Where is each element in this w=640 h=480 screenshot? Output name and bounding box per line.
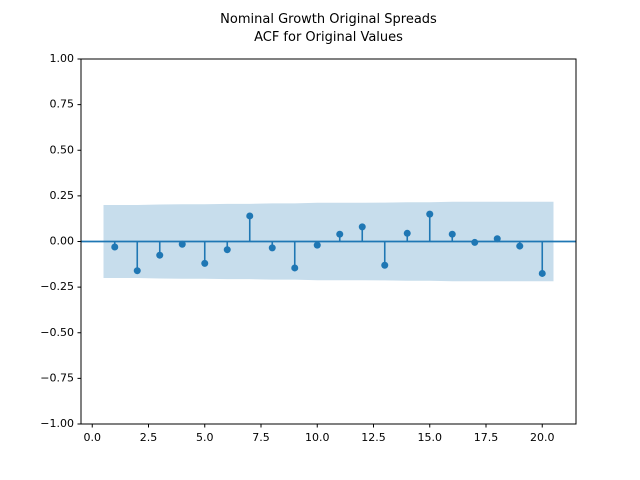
marker-lag-16 xyxy=(448,230,456,238)
marker-lag-17 xyxy=(471,238,479,246)
y-tick-label: −0.25 xyxy=(40,280,74,293)
marker-lag-2 xyxy=(133,267,141,275)
x-tick-label: 0.0 xyxy=(84,431,102,444)
x-tick-label: 2.5 xyxy=(140,431,158,444)
chart-title-line-2: ACF for Original Values xyxy=(254,30,403,45)
marker-lag-11 xyxy=(336,230,344,238)
y-tick-label: −0.75 xyxy=(40,371,74,384)
marker-lag-5 xyxy=(201,259,209,267)
x-tick-label: 5.0 xyxy=(196,431,214,444)
y-tick-label: 0.75 xyxy=(50,98,75,111)
marker-lag-6 xyxy=(223,246,231,254)
y-tick-label: 1.00 xyxy=(50,52,75,65)
marker-lag-20 xyxy=(538,269,546,277)
y-tick-label: 0.50 xyxy=(50,143,75,156)
y-tick-label: 0.00 xyxy=(50,235,75,248)
x-tick-label: 10.0 xyxy=(305,431,330,444)
marker-lag-18 xyxy=(493,235,501,243)
tick-label-layer: 0.0 2.5 5.0 7.5 10.0 12.5 15.0 17.5 20.0 1.00 0.75… xyxy=(40,52,554,444)
marker-lag-4 xyxy=(178,240,186,248)
x-tick-label: 17.5 xyxy=(474,431,499,444)
marker-lag-13 xyxy=(381,261,389,269)
marker-lag-9 xyxy=(291,264,299,272)
x-tick-label: 20.0 xyxy=(530,431,555,444)
marker-lag-8 xyxy=(268,244,276,252)
tick-layer xyxy=(77,58,543,428)
marker-lag-3 xyxy=(156,251,164,259)
marker-lag-1 xyxy=(111,243,119,251)
y-tick-label: −0.50 xyxy=(40,326,74,339)
y-tick-label: 0.25 xyxy=(50,189,75,202)
marker-lag-10 xyxy=(313,241,321,249)
x-tick-label: 7.5 xyxy=(252,431,270,444)
marker-layer xyxy=(111,210,546,277)
x-tick-label: 15.0 xyxy=(418,431,443,444)
y-tick-label: −1.00 xyxy=(40,417,74,430)
marker-lag-12 xyxy=(358,223,366,231)
marker-lag-7 xyxy=(246,212,254,220)
marker-lag-14 xyxy=(403,229,411,237)
chart-title-line-1: Nominal Growth Original Spreads xyxy=(220,12,437,27)
marker-lag-15 xyxy=(426,210,434,218)
x-tick-label: 12.5 xyxy=(361,431,386,444)
chart-title: Nominal Growth Original Spreads ACF for O… xyxy=(220,12,437,45)
marker-lag-19 xyxy=(516,242,524,250)
